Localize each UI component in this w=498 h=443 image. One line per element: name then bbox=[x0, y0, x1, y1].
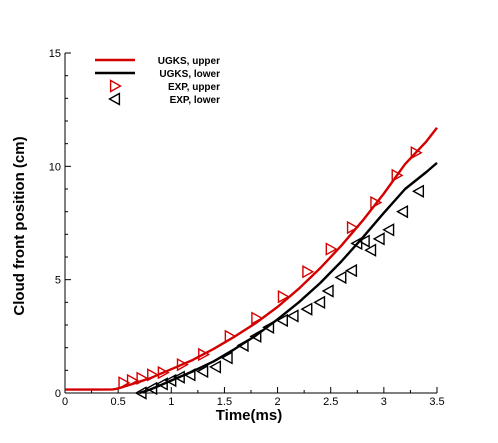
data-point-exp-lower bbox=[382, 223, 395, 237]
x-tick-label: 1 bbox=[168, 396, 174, 408]
data-point-exp-upper bbox=[118, 376, 131, 390]
legend-label: UGKS, upper bbox=[158, 56, 220, 67]
data-point-exp-lower bbox=[411, 184, 425, 198]
x-tick-label: 3 bbox=[381, 396, 387, 408]
data-point-exp-lower bbox=[313, 295, 326, 310]
data-point-exp-lower bbox=[364, 243, 377, 257]
data-point-exp-lower bbox=[275, 313, 288, 328]
x-tick-label: 3.5 bbox=[429, 396, 444, 408]
data-point-exp-lower bbox=[357, 234, 370, 248]
x-tick-label: 2.5 bbox=[323, 396, 338, 408]
data-point-exp-lower bbox=[372, 232, 385, 246]
data-point-exp-lower bbox=[350, 236, 363, 251]
data-point-exp-lower bbox=[249, 329, 262, 344]
x-tick-label: 0 bbox=[62, 396, 68, 408]
y-axis-label: Cloud front position (cm) bbox=[11, 136, 28, 315]
legend-label: UGKS, lower bbox=[159, 69, 220, 80]
x-axis-label: Time(ms) bbox=[216, 407, 282, 424]
y-tick-label: 5 bbox=[55, 275, 61, 287]
legend-swatch-marker bbox=[109, 79, 122, 93]
legend-label: EXP, lower bbox=[170, 95, 221, 106]
data-point-exp-lower bbox=[396, 204, 409, 219]
legend-swatch-marker bbox=[108, 92, 121, 106]
data-point-exp-lower bbox=[345, 263, 358, 278]
data-point-exp-lower bbox=[172, 370, 185, 384]
legend: UGKS, upper UGKS, lower EXP, upper EXP, low… bbox=[95, 56, 220, 106]
data-point-exp-upper bbox=[224, 329, 237, 344]
data-point-exp-upper bbox=[136, 371, 149, 385]
data-point-exp-upper bbox=[198, 347, 211, 362]
data-point-exp-lower bbox=[134, 386, 147, 400]
data-point-exp-upper bbox=[147, 368, 160, 382]
data-point-exp-lower bbox=[208, 360, 222, 374]
x-tick-label: 0.5 bbox=[110, 396, 125, 408]
data-point-exp-lower bbox=[155, 377, 168, 391]
data-point-exp-lower bbox=[164, 373, 177, 388]
data-point-exp-lower bbox=[321, 284, 334, 298]
axes: 0 0.5 1 1.5 2 2.5 3 3.5 0 5 10 15 bbox=[49, 48, 445, 408]
data-point-exp-lower bbox=[145, 381, 158, 396]
data-point-exp-upper bbox=[157, 365, 170, 380]
legend-label: EXP, upper bbox=[168, 82, 220, 93]
series-line-ugks-lower bbox=[139, 161, 438, 395]
data-point-exp-lower bbox=[334, 270, 347, 285]
data-point-exp-upper bbox=[302, 265, 315, 279]
data-point-exp-lower bbox=[286, 309, 299, 323]
data-point-exp-upper bbox=[126, 373, 139, 388]
data-point-exp-upper bbox=[370, 195, 383, 210]
data-point-exp-lower bbox=[300, 302, 313, 316]
data-point-exp-lower bbox=[183, 368, 196, 382]
y-tick-label: 10 bbox=[49, 161, 61, 173]
y-tick-label: 0 bbox=[55, 388, 61, 400]
data-point-exp-upper bbox=[251, 311, 264, 325]
x-tick-label: 1.5 bbox=[217, 396, 232, 408]
series-layer bbox=[65, 127, 438, 400]
data-point-exp-lower bbox=[220, 351, 233, 365]
data-point-exp-upper bbox=[410, 146, 423, 160]
data-point-exp-lower bbox=[236, 338, 249, 353]
data-point-exp-upper bbox=[346, 220, 359, 235]
data-point-exp-upper bbox=[325, 242, 338, 256]
data-point-exp-upper bbox=[391, 168, 404, 183]
data-point-exp-lower bbox=[196, 364, 209, 379]
x-tick-label: 2 bbox=[275, 396, 281, 408]
data-point-exp-upper bbox=[176, 357, 189, 372]
series-line-ugks-upper bbox=[65, 127, 438, 391]
y-tick-label: 15 bbox=[49, 48, 61, 60]
data-point-exp-lower bbox=[262, 320, 275, 334]
data-point-exp-upper bbox=[277, 289, 290, 304]
